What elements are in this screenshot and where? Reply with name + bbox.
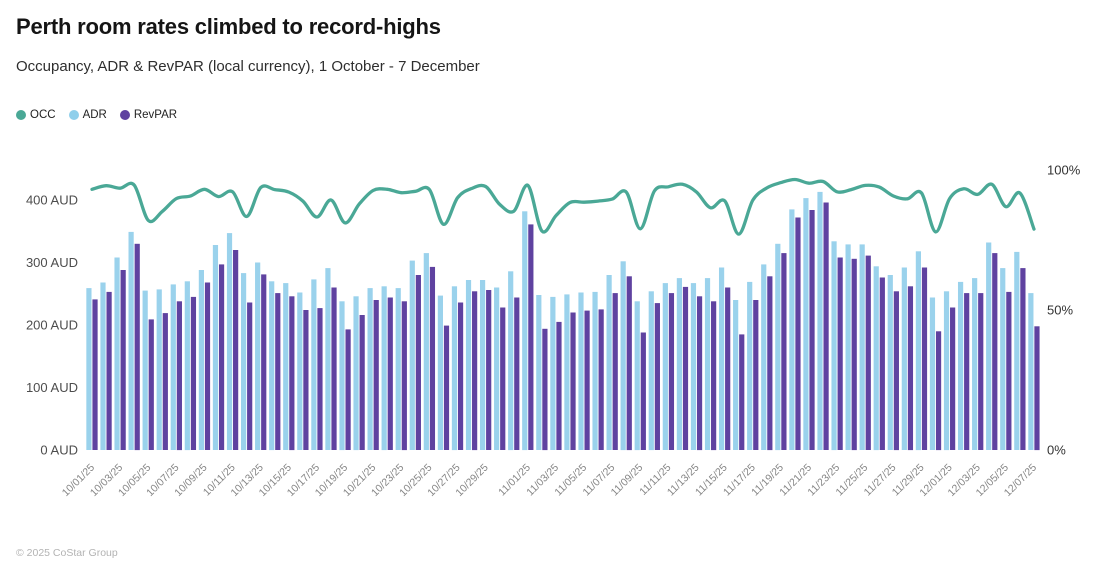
page-title: Perth room rates climbed to record-highs	[16, 14, 441, 39]
adr-bars	[86, 191, 1034, 451]
adr-color-dot	[68, 110, 79, 120]
legend-item-adr[interactable]: ADR	[68, 109, 107, 121]
copyright-notice: © 2025 CoStar Group	[16, 547, 118, 559]
revpar-bars	[92, 202, 1040, 451]
svg-text:100 AUD: 100 AUD	[26, 380, 78, 395]
x-axis-dates: 10/01/2510/03/2510/05/2510/07/2510/09/25…	[60, 462, 1039, 500]
occ-color-dot	[16, 110, 26, 120]
legend-item-occ[interactable]: OCC	[16, 109, 56, 121]
svg-text:400 AUD: 400 AUD	[26, 193, 78, 208]
chart-legend: OCC ADR RevPAR	[16, 109, 177, 121]
occ-line	[90, 177, 1036, 236]
right-axis-percent: 0% 50% 100%	[1047, 163, 1081, 458]
legend-label-occ: OCC	[30, 109, 56, 121]
legend-label-adr: ADR	[82, 109, 107, 121]
legend-item-revpar[interactable]: RevPAR	[119, 109, 178, 121]
legend-label-revpar: RevPAR	[133, 109, 178, 121]
svg-text:50%: 50%	[1047, 303, 1073, 318]
left-axis-aud: 0 AUD 100 AUD 200 AUD 300 AUD 400 AUD	[26, 193, 78, 458]
chart-subtitle: Occupancy, ADR & RevPAR (local currency)…	[16, 58, 480, 75]
svg-text:300 AUD: 300 AUD	[26, 255, 78, 270]
svg-text:0%: 0%	[1047, 443, 1066, 458]
svg-text:200 AUD: 200 AUD	[26, 318, 78, 333]
revpar-color-dot	[119, 110, 130, 120]
svg-text:100%: 100%	[1047, 163, 1081, 178]
svg-text:0 AUD: 0 AUD	[40, 443, 78, 458]
